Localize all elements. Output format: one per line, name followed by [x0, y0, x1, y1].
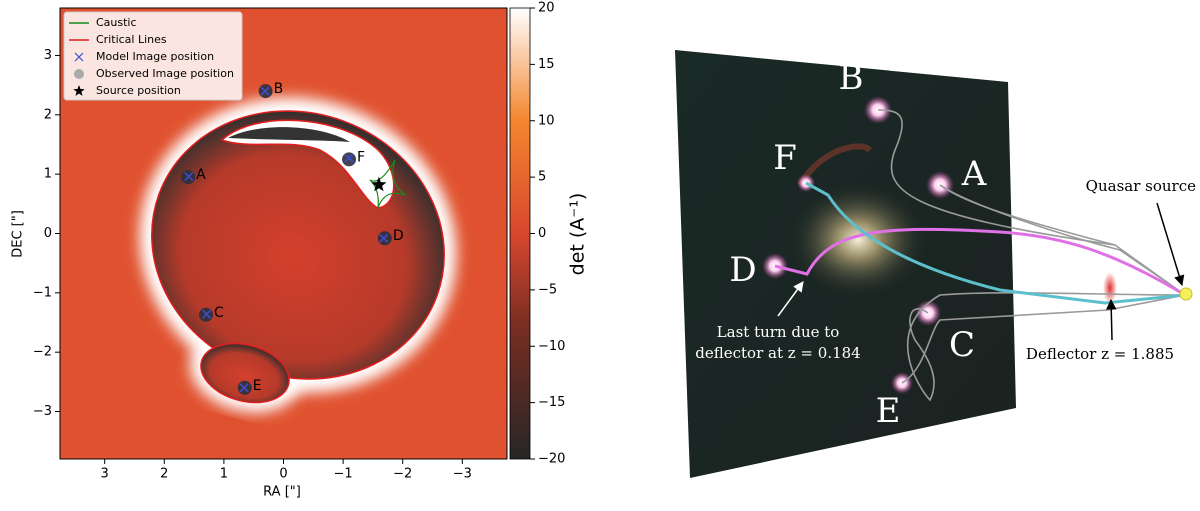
x-tick-label: −2	[393, 467, 412, 482]
x-axis-label: RA ["]	[263, 485, 301, 500]
source-position	[371, 176, 387, 192]
colorbar-label: det (A⁻¹)	[567, 193, 589, 276]
colorbar-tick-label: −20	[538, 452, 565, 467]
model-image	[202, 309, 212, 319]
y-tick-label: −2	[33, 345, 52, 360]
deflector-label: Deflector z = 1.885	[1026, 345, 1174, 363]
image-label: E	[876, 391, 901, 431]
x-tick-label: 1	[220, 467, 228, 482]
image-label: A	[961, 154, 987, 194]
determinant-map	[60, 8, 507, 459]
colorbar	[509, 7, 531, 460]
colorbar-tick-label: −15	[538, 395, 565, 410]
image-label: C	[214, 305, 224, 321]
y-tick-label: −3	[33, 404, 52, 419]
y-tick-label: −1	[33, 285, 52, 300]
y-tick-label: 1	[44, 167, 52, 182]
x-tick-label: 0	[279, 467, 287, 482]
image-label: B	[274, 81, 284, 97]
x-tick-label: −3	[453, 467, 472, 482]
model-image	[260, 86, 270, 96]
colorbar-tick-label: −5	[538, 282, 557, 297]
x-tick-label: 2	[160, 467, 168, 482]
colorbar-tick-label: −10	[538, 339, 565, 354]
legend-label: Observed Image position	[96, 67, 234, 80]
image-label: E	[253, 378, 262, 394]
x-tick-label: −1	[334, 467, 353, 482]
legend-label: Caustic	[96, 16, 137, 29]
image-label: C	[949, 325, 975, 365]
legend-box	[63, 11, 243, 101]
image-label: F	[773, 138, 797, 178]
image-label: D	[393, 228, 404, 244]
colorbar-tick-label: 20	[538, 1, 555, 16]
x-tick-label: 3	[101, 467, 109, 482]
legend-label: Critical Lines	[96, 33, 167, 46]
turn-label: deflector at z = 0.184	[695, 344, 860, 362]
colorbar-tick-label: 15	[538, 57, 555, 72]
turn-label: Last turn due to	[717, 323, 840, 341]
y-axis-label: DEC ["]	[11, 210, 26, 258]
image-label: A	[196, 167, 206, 183]
model-image	[184, 172, 194, 182]
image-label: F	[357, 149, 365, 165]
colorbar-tick-label: 10	[538, 113, 555, 128]
model-image	[379, 233, 389, 243]
y-tick-label: 2	[44, 107, 52, 122]
legend-swatch	[73, 85, 85, 96]
legend-label: Model Image position	[96, 50, 214, 63]
model-image	[239, 383, 249, 393]
colorbar-tick-label: 5	[538, 170, 546, 185]
source-label: Quasar source	[1086, 177, 1196, 195]
y-tick-label: 0	[44, 226, 52, 241]
y-tick-label: 3	[44, 48, 52, 63]
observed-image	[342, 152, 357, 167]
colorbar-tick-label: 0	[538, 226, 546, 241]
legend-swatch	[74, 69, 84, 79]
legend: Caustic Critical Lines Model Image positio…	[63, 11, 243, 101]
image-label: D	[729, 250, 756, 290]
lensing-illustration	[675, 50, 1193, 478]
legend-label: Source position	[96, 84, 181, 97]
model-image	[344, 153, 354, 163]
legend-swatch	[74, 52, 84, 62]
observed-image	[377, 231, 392, 246]
image-label: B	[839, 58, 864, 98]
